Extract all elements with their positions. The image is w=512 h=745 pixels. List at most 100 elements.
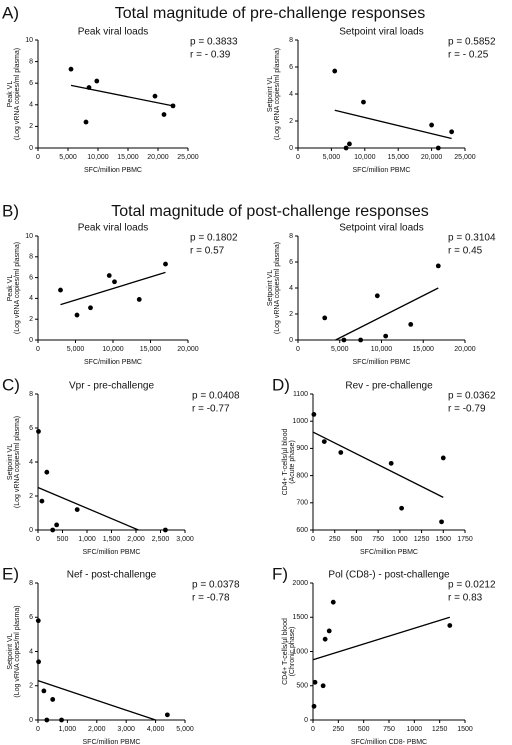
y-tick-label: 0 [289, 337, 293, 344]
x-tick-label: 4,000 [147, 726, 165, 733]
annotation: p = 0.5852 [448, 37, 496, 48]
x-tick-label: 3,000 [117, 726, 135, 733]
data-point [163, 261, 168, 267]
data-point [161, 112, 167, 117]
y-tick-label: 2 [289, 311, 293, 318]
x-tick-label: 2,500 [152, 536, 170, 543]
data-point [361, 99, 366, 105]
y-tick-label: 2 [289, 118, 293, 125]
annotation: r = - 0.25 [448, 50, 489, 61]
y-tick-label: 0 [29, 527, 33, 534]
data-point [164, 712, 170, 718]
data-point [399, 505, 404, 511]
panel-letter: C) [2, 375, 20, 394]
data-point [408, 322, 414, 327]
section-letter: A) [2, 3, 19, 22]
y-tick-label: 8 [289, 37, 293, 44]
y-tick-label: 800 [296, 472, 308, 479]
data-point [439, 519, 444, 525]
y-tick-label: 2 [29, 683, 33, 690]
data-point [440, 455, 446, 461]
data-point [112, 279, 117, 285]
x-tick-label: 0 [36, 726, 40, 733]
section-title: Total magnitude of pre-challenge respons… [115, 5, 425, 22]
chart-title: Vpr - pre-challenge [69, 381, 154, 392]
x-tick-label: 10,000 [102, 346, 124, 353]
y-axis-label: (Log vRNA copies/ml plasma) [14, 605, 21, 697]
x-tick-label: 10,000 [87, 154, 109, 161]
data-point [311, 412, 317, 417]
y-axis-label: (Log vRNA copies/ml plasma) [274, 242, 281, 334]
data-point [74, 507, 80, 512]
annotation: p = 0.0212 [448, 580, 496, 591]
regression-line [312, 431, 444, 498]
chart-title: Pol (CD8-) - post-challenge [328, 570, 450, 581]
section-letter: B) [2, 201, 19, 220]
x-tick-label: 250 [329, 536, 341, 543]
x-axis-label: SFC/million PBMC [83, 549, 141, 556]
x-tick-label: 1500 [435, 536, 451, 543]
x-tick-label: 10,000 [354, 154, 376, 161]
data-point [36, 429, 41, 434]
x-tick-label: 750 [383, 726, 395, 733]
x-tick-label: 1500 [457, 726, 473, 733]
y-axis-label: (Log vRNA copies/ml plasma) [274, 48, 281, 140]
x-tick-label: 0 [296, 346, 300, 353]
x-axis-label: SFC/million PBMC [84, 359, 142, 366]
y-axis-label: CD4+ T-cells/µl blood [282, 618, 289, 685]
y-tick-label: 1500 [292, 614, 308, 621]
y-tick-label: 0 [304, 717, 308, 724]
data-point [74, 312, 80, 318]
x-tick-label: 20,000 [147, 154, 169, 161]
y-tick-label: 8 [29, 391, 33, 398]
y-axis-label: Setpoint VL [7, 444, 14, 480]
y-tick-label: 600 [296, 527, 308, 534]
y-tick-label: 2000 [292, 580, 308, 587]
x-tick-label: 20,000 [177, 346, 199, 353]
x-tick-label: 750 [372, 536, 384, 543]
data-point [321, 439, 327, 444]
x-tick-label: 15,000 [387, 154, 409, 161]
y-axis-label: (Chronic phase) [289, 627, 296, 677]
x-tick-label: 0 [36, 154, 40, 161]
y-tick-label: 1100 [293, 391, 308, 398]
y-tick-label: 6 [289, 259, 293, 266]
y-tick-label: 700 [296, 500, 308, 507]
y-tick-label: 2 [29, 493, 33, 500]
y-tick-label: 10 [25, 233, 33, 240]
data-point [435, 263, 441, 269]
data-point [58, 287, 63, 293]
regression-line [70, 84, 174, 107]
y-tick-label: 4 [29, 295, 33, 302]
annotation: p = 0.0362 [448, 391, 496, 402]
x-axis-label: SFC/million CD8- PBMC [351, 739, 427, 745]
y-tick-label: 8 [289, 233, 293, 240]
y-tick-label: 0 [29, 337, 33, 344]
x-tick-label: 5,000 [331, 346, 349, 353]
x-tick-label: 15,000 [140, 346, 162, 353]
x-tick-label: 20,000 [454, 346, 476, 353]
data-point [54, 522, 60, 528]
x-tick-label: 25,000 [454, 154, 476, 161]
x-tick-label: 5,000 [323, 154, 341, 161]
x-tick-label: 500 [358, 726, 370, 733]
y-tick-label: 4 [29, 459, 33, 466]
annotation: r = 0.83 [448, 593, 483, 604]
data-point [50, 527, 56, 533]
x-tick-label: 5,000 [176, 726, 194, 733]
section-title: Total magnitude of post-challenge respon… [111, 203, 429, 220]
x-axis-label: SFC/million PBMC [353, 167, 411, 174]
y-tick-label: 4 [29, 102, 33, 109]
x-tick-label: 5,000 [67, 346, 85, 353]
y-tick-label: 4 [289, 285, 293, 292]
x-axis-label: SFC/million PBMC [84, 167, 142, 174]
y-tick-label: 0 [29, 145, 33, 152]
data-point [83, 119, 89, 125]
y-tick-label: 8 [29, 254, 33, 261]
annotation: p = 0.0378 [192, 580, 240, 591]
annotation: r = 0.45 [448, 246, 483, 257]
y-tick-label: 10 [25, 37, 33, 44]
annotation: r = -0.79 [448, 404, 486, 415]
x-tick-label: 0 [36, 536, 40, 543]
annotation: r = -0.78 [192, 593, 230, 604]
